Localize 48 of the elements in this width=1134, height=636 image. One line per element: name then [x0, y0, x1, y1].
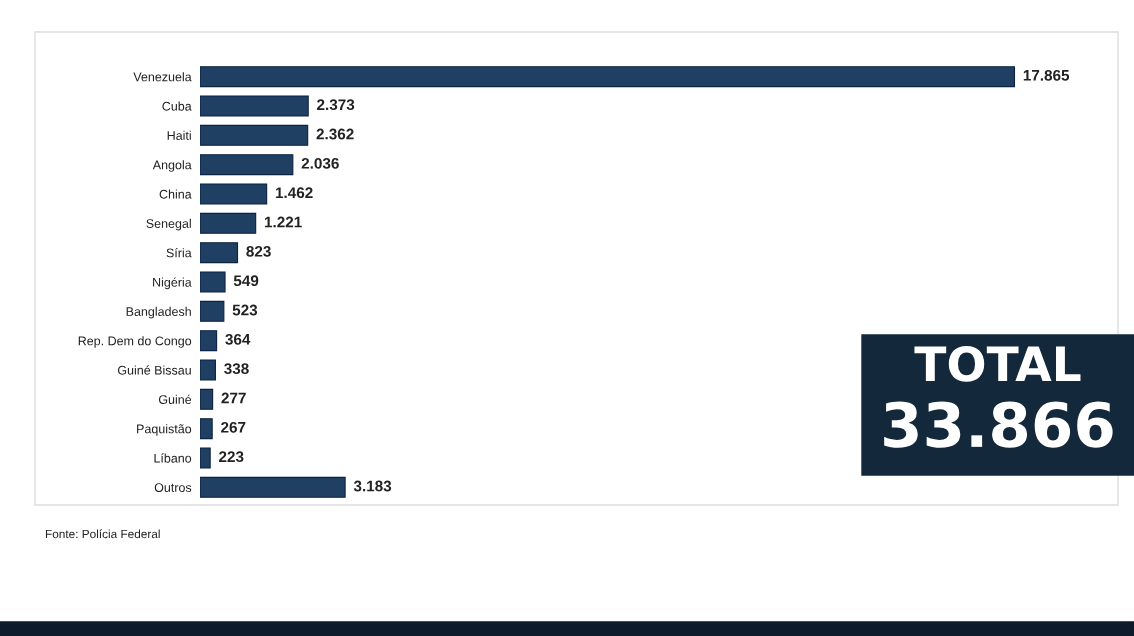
bar	[200, 95, 309, 117]
y-tick-label: Angola	[152, 160, 192, 172]
bar	[200, 212, 257, 234]
bar	[200, 271, 226, 293]
y-tick-label: Paquistão	[137, 424, 192, 436]
bar	[200, 124, 309, 146]
bar	[200, 476, 346, 498]
bar	[200, 418, 213, 440]
data-label: 277	[221, 392, 246, 404]
y-tick-label: Nigéria	[153, 277, 192, 290]
bar	[200, 66, 1016, 88]
annotation: 33.866	[884, 401, 1113, 448]
data-label: 1.221	[264, 216, 302, 228]
data-label: 2.036	[301, 157, 339, 169]
bar	[200, 300, 225, 322]
y-tick-label: Síria	[166, 247, 192, 258]
annotation: TOTAL	[914, 345, 1081, 382]
data-label: 2.362	[316, 128, 354, 140]
data-label: 523	[232, 304, 258, 316]
data-label: 338	[224, 363, 249, 375]
y-tick-label: Bangladesh	[126, 306, 191, 319]
bar	[200, 359, 216, 381]
data-label: 823	[246, 245, 271, 257]
y-tick-label: Outros	[154, 483, 192, 492]
data-label: 223	[219, 451, 244, 463]
y-tick-label: Guiné	[158, 394, 192, 404]
data-label: 2.373	[317, 99, 355, 111]
data-label: 17.865	[1023, 69, 1070, 81]
bar	[200, 330, 218, 352]
data-label: 364	[225, 333, 251, 345]
y-tick-label: Líbano	[154, 453, 192, 463]
data-label: 267	[221, 421, 246, 433]
bar	[200, 183, 268, 205]
data-label: 549	[233, 275, 259, 287]
data-label: 3.183	[353, 480, 392, 492]
y-tick-label: Venezuela	[133, 72, 192, 82]
bar	[200, 388, 214, 410]
bar	[200, 242, 239, 264]
bar	[200, 447, 211, 469]
y-tick-label: Guiné Bissau	[117, 365, 191, 375]
y-tick-label: Rep. Dem do Congo	[78, 336, 192, 348]
y-tick-label: Senegal	[146, 218, 191, 231]
y-tick-label: Haiti	[167, 130, 191, 140]
source-note: Fonte: Polícia Federal	[45, 529, 160, 539]
data-label: 1.462	[275, 187, 313, 199]
y-tick-label: China	[159, 189, 192, 199]
bar	[200, 154, 294, 176]
y-tick-label: Cuba	[162, 101, 192, 111]
